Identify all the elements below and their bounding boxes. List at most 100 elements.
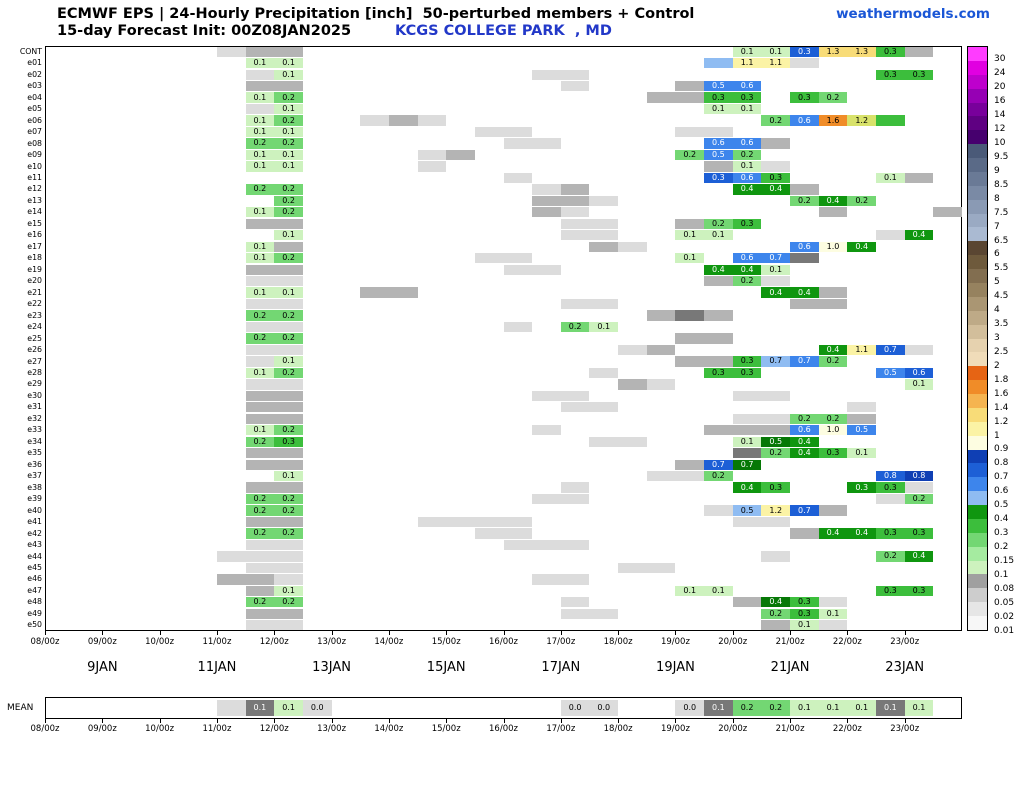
grid-cell: 0.2 [274, 195, 303, 206]
grid-cell: 0.1 [790, 620, 819, 631]
grid-cell: 0.3 [732, 356, 762, 367]
grid-cell [704, 126, 733, 138]
grid-cell [245, 620, 275, 631]
grid-cell [532, 574, 561, 585]
mean-tick-mark [216, 719, 218, 723]
x-tick-mark [331, 631, 333, 635]
grid-cell [761, 551, 791, 562]
grid-cell: 0.2 [761, 448, 791, 459]
mean-cell: 0.1 [818, 700, 848, 716]
colorbar-label: 16 [994, 96, 1006, 107]
row-label: e06 [27, 115, 42, 125]
grid-cell [274, 413, 303, 424]
grid-cell [704, 333, 733, 344]
grid-cell: 0.1 [245, 126, 275, 138]
colorbar-label: 4 [994, 305, 1000, 316]
mean-cell: 0.1 [245, 700, 275, 716]
grid-cell [503, 539, 533, 551]
colorbar-segment [968, 366, 987, 381]
grid-cell [503, 321, 533, 333]
grid-cell [245, 402, 275, 413]
grid-cell: 0.4 [847, 528, 877, 539]
grid-cell [646, 379, 676, 390]
grid-cell: 0.2 [761, 608, 791, 619]
grid-cell [818, 597, 848, 608]
chart-title: ECMWF EPS | 24-Hourly Precipitation [inc… [57, 6, 695, 22]
x-tick-mark [732, 631, 734, 635]
grid-cell [704, 505, 733, 516]
colorbar-label: 7.5 [994, 207, 1009, 218]
brand-link[interactable]: weathermodels.com [836, 6, 990, 22]
grid-cell [646, 310, 676, 321]
grid-cell: 1.1 [847, 344, 877, 356]
grid-cell: 0.2 [274, 425, 303, 436]
grid-cell: 0.7 [790, 505, 819, 516]
grid-cell: 0.7 [761, 356, 791, 367]
grid-cell [532, 207, 561, 218]
grid-cell: 0.3 [790, 608, 819, 619]
grid-cell: 0.2 [245, 505, 275, 516]
row-label: e08 [27, 138, 42, 148]
grid-cell [245, 585, 275, 596]
grid-cell [245, 482, 275, 493]
mean-tick-label: 23/00z [890, 724, 920, 734]
grid-cell: 0.2 [245, 184, 275, 195]
grid-cell: 0.6 [732, 172, 762, 184]
grid-cell: 0.6 [790, 115, 819, 126]
grid-cell: 0.1 [904, 379, 934, 390]
mean-cell: 0.2 [732, 700, 762, 716]
grid-cell: 0.4 [732, 184, 762, 195]
colorbar-segment [968, 171, 987, 187]
mean-tick-label: 11/00z [202, 724, 232, 734]
grid-cell: 0.7 [704, 459, 733, 470]
colorbar-segment [968, 185, 987, 201]
x-tick-label: 09/00z [87, 637, 117, 647]
grid-cell [675, 126, 705, 138]
grid-cell [847, 413, 877, 424]
grid-cell [532, 493, 561, 505]
colorbar-label: 1.2 [994, 416, 1009, 427]
grid-cell: 0.1 [761, 46, 791, 57]
grid-cell: 0.2 [274, 528, 303, 539]
colorbar-label: 0.1 [994, 569, 1009, 580]
mean-cell: 0.1 [904, 700, 934, 716]
colorbar-label: 0.3 [994, 528, 1009, 538]
colorbar-segment [968, 380, 987, 395]
grid-cell: 0.4 [704, 264, 733, 275]
grid-cell [245, 539, 275, 551]
grid-cell [704, 310, 733, 321]
grid-cell: 0.4 [761, 287, 791, 298]
colorbar-label: 2 [994, 360, 1000, 371]
colorbar-segment [968, 588, 987, 603]
grid-cell: 0.4 [818, 195, 848, 206]
colorbar-label: 0.9 [994, 444, 1009, 455]
row-label: e30 [27, 390, 42, 400]
grid-cell: 0.1 [818, 608, 848, 619]
colorbar-segment [968, 47, 987, 62]
colorbar-label: 8 [994, 193, 1000, 204]
grid-cell [245, 390, 275, 401]
colorbar-label: 1.4 [994, 402, 1009, 413]
colorbar-label: 10 [994, 138, 1006, 148]
grid-cell [560, 230, 590, 241]
grid-cell [560, 574, 590, 585]
mean-tick-label: 18/00z [603, 724, 633, 734]
grid-cell [675, 92, 705, 103]
mean-tick-label: 09/00z [87, 724, 117, 734]
grid-cell [933, 207, 962, 218]
grid-cell [589, 241, 619, 252]
colorbar-segment [968, 560, 987, 575]
grid-cell: 0.1 [245, 92, 275, 103]
grid-cell: 0.4 [904, 230, 934, 241]
colorbar-label: 5.5 [994, 263, 1009, 274]
row-label: e22 [27, 299, 42, 309]
grid-cell [274, 516, 303, 528]
row-label: e20 [27, 276, 42, 286]
row-label: e25 [27, 333, 42, 343]
day-label: 17JAN [541, 660, 581, 675]
grid-cell [790, 528, 819, 539]
grid-cell: 0.3 [790, 46, 819, 57]
grid-cell [704, 161, 733, 172]
grid-cell [589, 436, 619, 447]
grid-cell: 0.2 [790, 413, 819, 424]
